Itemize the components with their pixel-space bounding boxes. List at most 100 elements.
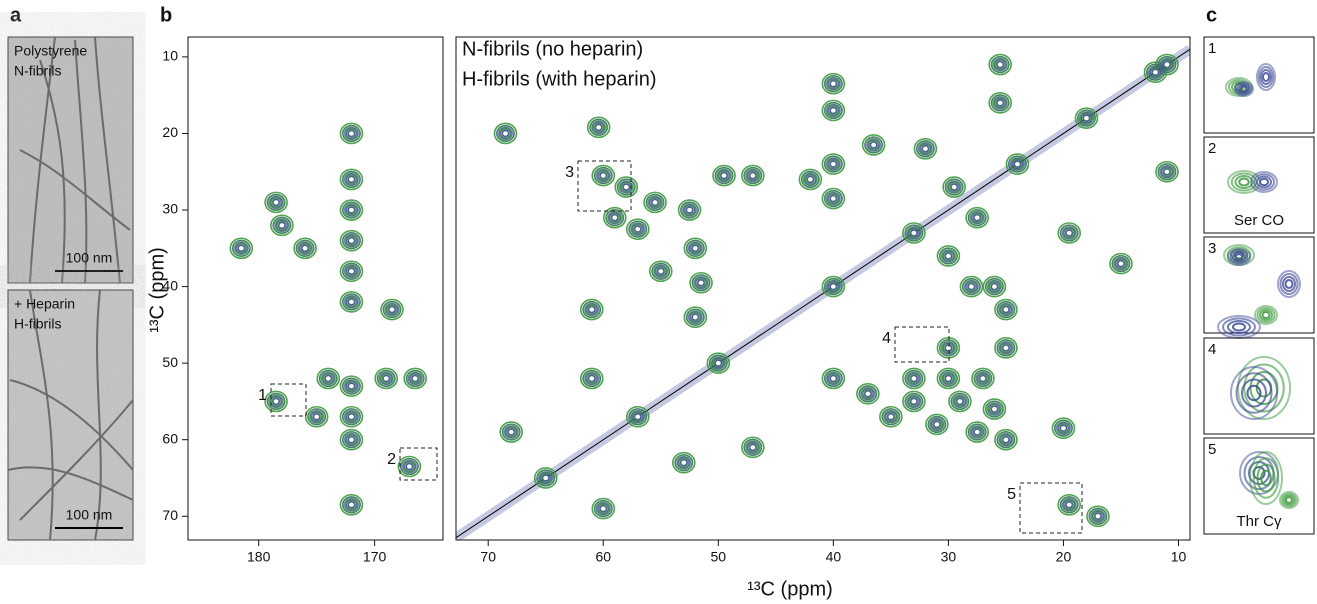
contour-level [270, 214, 294, 237]
contour-level [908, 396, 920, 407]
cross-peak [341, 232, 362, 250]
contour-level [998, 340, 1014, 355]
inset-contour [1250, 171, 1278, 193]
micrograph [7, 36, 134, 284]
contour-level [717, 169, 731, 182]
contour-level [347, 436, 356, 444]
contour-level [950, 183, 958, 191]
contour-level [1157, 55, 1177, 74]
cross-peak [938, 247, 959, 265]
contour-level [622, 183, 630, 191]
cross-peak [272, 216, 292, 234]
plot-area [229, 122, 427, 516]
contour-level [645, 193, 665, 211]
contour-level [987, 402, 1002, 416]
contour-level [318, 369, 338, 388]
inset-contour [1283, 494, 1295, 506]
scale-bar-label: 100 nm [66, 250, 113, 266]
contour-level [301, 244, 309, 252]
contour-level [959, 275, 984, 298]
contour-level [342, 201, 361, 219]
contour-level [272, 216, 292, 234]
y-tick-label: 10 [162, 48, 178, 64]
contour-level [1054, 419, 1073, 437]
contour-level [688, 310, 703, 324]
contour-level [999, 341, 1013, 355]
contour-level [1074, 107, 1099, 129]
cross-peak [800, 170, 820, 189]
contour-level [1113, 256, 1129, 271]
contour-level [1062, 226, 1077, 240]
cross-peak [990, 55, 1010, 74]
contour-level [683, 204, 696, 216]
contour-level [861, 387, 875, 401]
contour-level [720, 172, 728, 179]
contour-level [593, 122, 605, 133]
contour-level [1143, 61, 1168, 84]
contour-level [674, 454, 694, 472]
contour-level [982, 398, 1007, 420]
contour-level [266, 193, 286, 211]
cross-peak [616, 178, 636, 196]
contour-level [235, 243, 247, 254]
cross-peak [266, 193, 286, 211]
contour-level [616, 178, 636, 196]
contour-level [998, 302, 1014, 317]
contour-level [345, 266, 358, 277]
contour-level [821, 72, 846, 95]
contour-level [858, 385, 878, 403]
x-tick-label: 70 [480, 549, 496, 565]
contour-level [380, 298, 404, 321]
plot-area [456, 45, 1190, 540]
contour-level [609, 212, 621, 223]
contour-level [505, 426, 517, 438]
inset-contour [1261, 311, 1271, 319]
contour-level [582, 301, 602, 319]
contour-level [401, 459, 417, 474]
contour-level [940, 249, 957, 263]
contour-level [953, 395, 967, 408]
contour-level [630, 410, 645, 424]
contour-level [400, 457, 419, 476]
contour-level [651, 262, 671, 280]
contour-level [599, 505, 607, 512]
contour-level [948, 181, 960, 193]
contour-level [1055, 421, 1072, 436]
cross-peak [318, 369, 338, 388]
contour-level [904, 392, 924, 411]
contour-level [647, 195, 663, 210]
contour-level [339, 375, 364, 397]
contour-level [975, 371, 991, 386]
contour-level [643, 191, 667, 214]
contour-level [747, 442, 759, 453]
contour-level [716, 168, 732, 183]
contour-level [343, 203, 360, 217]
contour-level [596, 169, 611, 182]
cross-peak [399, 457, 419, 476]
contour-level [272, 398, 280, 405]
contour-level [1117, 260, 1125, 267]
contour-level [1059, 424, 1068, 432]
x-tick-label: 20 [1056, 549, 1072, 565]
contour-level [913, 137, 938, 160]
contour-level [906, 394, 922, 409]
cross-peak [881, 408, 901, 426]
inset-contour [1246, 384, 1262, 402]
contour-level [591, 121, 606, 134]
contour-level [946, 180, 962, 194]
contour-level [883, 409, 899, 424]
contour-level [402, 460, 417, 473]
contour-level [902, 222, 926, 244]
contour-level [956, 398, 964, 405]
inset-contour [1259, 309, 1273, 321]
contour-level [906, 226, 922, 240]
contour-level [229, 237, 254, 260]
contour-level [1080, 113, 1093, 124]
contour-level [1051, 417, 1076, 440]
contour-level [657, 267, 665, 275]
inset-contour [1238, 177, 1250, 187]
cross-peak [674, 454, 694, 472]
contour-level [1059, 496, 1079, 514]
cross-peak [691, 274, 711, 292]
contour-level [999, 303, 1013, 316]
